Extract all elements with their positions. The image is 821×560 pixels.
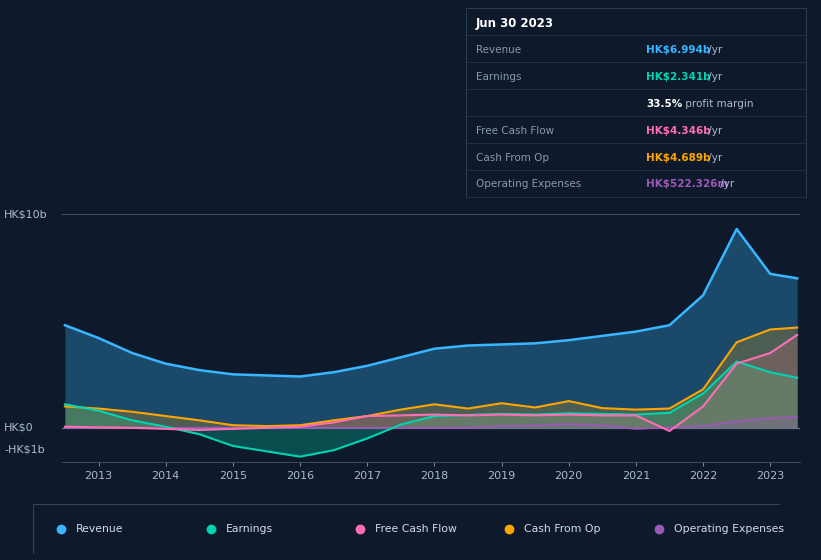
Text: -HK$1b: -HK$1b	[4, 444, 44, 454]
Text: Free Cash Flow: Free Cash Flow	[375, 524, 457, 534]
Text: Earnings: Earnings	[475, 72, 521, 82]
Text: Cash From Op: Cash From Op	[475, 152, 548, 162]
Text: HK$4.346b: HK$4.346b	[646, 125, 711, 136]
Text: HK$2.341b: HK$2.341b	[646, 72, 711, 82]
Text: /yr: /yr	[717, 179, 734, 189]
Text: Revenue: Revenue	[475, 45, 521, 55]
Text: profit margin: profit margin	[682, 99, 754, 109]
Text: /yr: /yr	[705, 125, 722, 136]
Text: Jun 30 2023: Jun 30 2023	[475, 17, 553, 30]
Text: /yr: /yr	[705, 72, 722, 82]
Text: Free Cash Flow: Free Cash Flow	[475, 125, 554, 136]
Text: HK$0: HK$0	[4, 423, 34, 433]
Text: HK$522.326m: HK$522.326m	[646, 179, 728, 189]
Text: Revenue: Revenue	[76, 524, 124, 534]
Text: Earnings: Earnings	[226, 524, 273, 534]
Text: 33.5%: 33.5%	[646, 99, 682, 109]
Text: /yr: /yr	[705, 152, 722, 162]
Text: HK$4.689b: HK$4.689b	[646, 152, 711, 162]
Text: Operating Expenses: Operating Expenses	[674, 524, 784, 534]
Text: HK$6.994b: HK$6.994b	[646, 45, 710, 55]
Text: /yr: /yr	[705, 45, 722, 55]
Text: Cash From Op: Cash From Op	[525, 524, 601, 534]
Text: HK$10b: HK$10b	[4, 209, 48, 219]
Text: Operating Expenses: Operating Expenses	[475, 179, 581, 189]
